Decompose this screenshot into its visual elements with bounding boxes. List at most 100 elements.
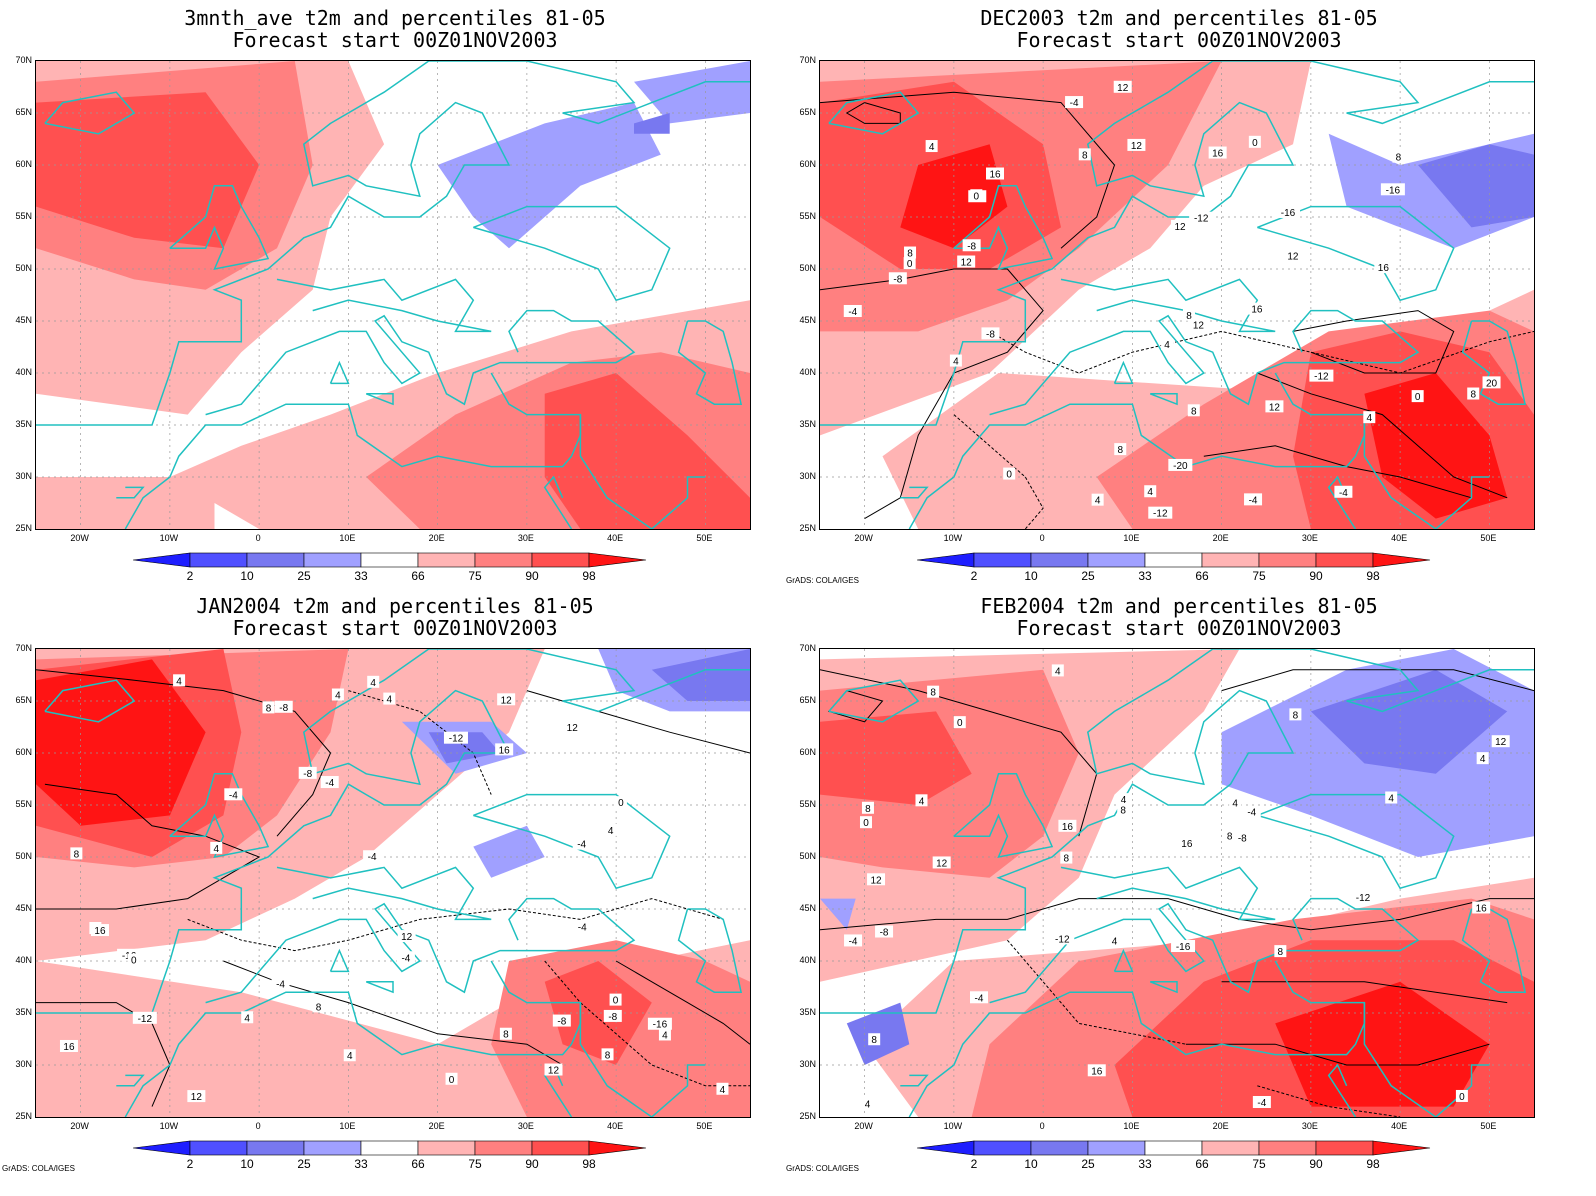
contour-label: -20	[1168, 458, 1193, 472]
contour-label: 8	[1117, 803, 1130, 817]
colorbar-swatch	[917, 1140, 975, 1156]
svg-text:12: 12	[870, 875, 882, 886]
contour-label: -4	[1252, 1096, 1271, 1109]
temperature-contour	[36, 783, 261, 910]
svg-text:0: 0	[1415, 392, 1421, 403]
colorbar-label: 98	[1366, 1157, 1380, 1171]
contour-label: 8	[861, 801, 874, 815]
latitude-label: 50N	[15, 851, 32, 861]
coastline	[36, 61, 750, 426]
contour-label: 12	[187, 1090, 206, 1103]
svg-text:0: 0	[613, 996, 619, 1007]
contour-label: 4	[241, 1011, 254, 1024]
percentile-shading	[36, 92, 260, 249]
colorbar-label: 75	[468, 1157, 482, 1171]
contour-label: 4	[604, 823, 617, 837]
longitude-label: 20W	[70, 533, 89, 543]
svg-text:8: 8	[1191, 406, 1197, 417]
svg-text:-12: -12	[449, 734, 464, 745]
temperature-contour	[544, 960, 750, 1087]
colorbar-label: 25	[1081, 569, 1095, 583]
coastline	[1149, 393, 1178, 406]
coastline	[1257, 205, 1455, 302]
panel-title: DEC2003 t2m and percentiles 81-05	[980, 6, 1378, 30]
colorbar-swatch	[1372, 552, 1431, 568]
svg-text:-12: -12	[1153, 509, 1168, 520]
svg-text:12: 12	[1495, 737, 1507, 748]
svg-text:0: 0	[907, 259, 913, 270]
svg-text:8: 8	[316, 1002, 322, 1013]
contour-label: 16	[1058, 819, 1077, 833]
colorbar-label: 66	[1195, 569, 1209, 583]
colorbar-label: 75	[1252, 569, 1266, 583]
svg-text:-4: -4	[276, 979, 285, 990]
coastline	[1461, 908, 1527, 993]
contour-label: -4	[363, 850, 382, 863]
svg-text:4: 4	[929, 142, 935, 153]
svg-text:16: 16	[1476, 903, 1488, 914]
svg-text:16: 16	[499, 745, 511, 756]
svg-text:4: 4	[1055, 666, 1061, 677]
longitude-label: 20W	[854, 1121, 873, 1131]
svg-text:16: 16	[1251, 305, 1263, 316]
svg-text:-8: -8	[279, 703, 288, 714]
longitude-label: 30E	[517, 1121, 534, 1131]
colorbar-swatch	[1030, 1140, 1089, 1156]
temperature-contour	[1221, 981, 1508, 1004]
coastline	[365, 393, 394, 406]
svg-text:12: 12	[961, 258, 973, 269]
colorbar-swatch	[1144, 552, 1203, 568]
coastline	[116, 1074, 145, 1087]
latitude-label: 70N	[15, 643, 32, 653]
contour-label: 16	[1374, 261, 1393, 274]
svg-text:20: 20	[1486, 378, 1498, 389]
temperature-contour	[1292, 310, 1455, 374]
map-panel: FEB2004 t2m and percentiles 81-05 Forecas…	[784, 588, 1574, 1178]
panel-title: JAN2004 t2m and percentiles 81-05	[196, 594, 594, 618]
svg-text:-4: -4	[401, 953, 410, 964]
colorbar-label: 2	[970, 1157, 978, 1171]
contour-label: 12	[1171, 219, 1190, 233]
contour-label: 8	[1392, 150, 1405, 164]
svg-text:12: 12	[191, 1092, 203, 1103]
contour-label: 4	[658, 1028, 671, 1041]
contour-label: 4	[716, 1082, 729, 1096]
svg-text:4: 4	[1388, 794, 1394, 805]
latitude-label: 40N	[799, 367, 816, 377]
latitude-label: 45N	[799, 315, 816, 325]
coastline	[44, 91, 136, 135]
coastline	[169, 773, 270, 859]
svg-text:-4: -4	[368, 852, 377, 863]
contour-label: 0	[970, 189, 983, 202]
colorbar-swatch	[246, 1140, 305, 1156]
map-frame: 4-404-12-8-8-40-12-8-12-1681248-40-40481…	[819, 60, 1535, 530]
coastline	[820, 61, 1534, 426]
longitude-label: 20E	[1212, 533, 1229, 543]
svg-text:8: 8	[266, 703, 272, 714]
contour-label: 8	[927, 685, 940, 699]
colorbar-swatch	[189, 1140, 248, 1156]
colorbar	[917, 1140, 1431, 1156]
contour-label: 4	[1144, 485, 1157, 498]
contour-label: 4	[1051, 664, 1064, 677]
colorbar-swatch	[531, 552, 590, 568]
svg-text:4: 4	[1112, 937, 1118, 948]
coastline	[329, 360, 350, 385]
svg-text:8: 8	[1470, 390, 1476, 401]
latitude-label: 45N	[15, 315, 32, 325]
contour-label: 8	[1182, 308, 1195, 322]
svg-text:8: 8	[503, 1030, 509, 1041]
latitude-label: 50N	[799, 263, 816, 273]
contour-label: -4	[1065, 96, 1084, 109]
svg-text:-4: -4	[1339, 488, 1348, 499]
contour-label: 16	[1208, 146, 1227, 160]
svg-text:-8: -8	[1238, 833, 1247, 844]
map-panel: 3mnth_ave t2m and percentiles 81-05 Forec…	[0, 0, 790, 590]
contour-label: -4	[396, 951, 415, 964]
contour-label: -8	[552, 1014, 571, 1028]
contour-label: -8	[274, 700, 293, 714]
svg-text:16: 16	[1062, 822, 1074, 833]
coastline	[169, 185, 270, 271]
svg-text:0: 0	[957, 718, 963, 729]
longitude-label: 0	[255, 533, 261, 543]
